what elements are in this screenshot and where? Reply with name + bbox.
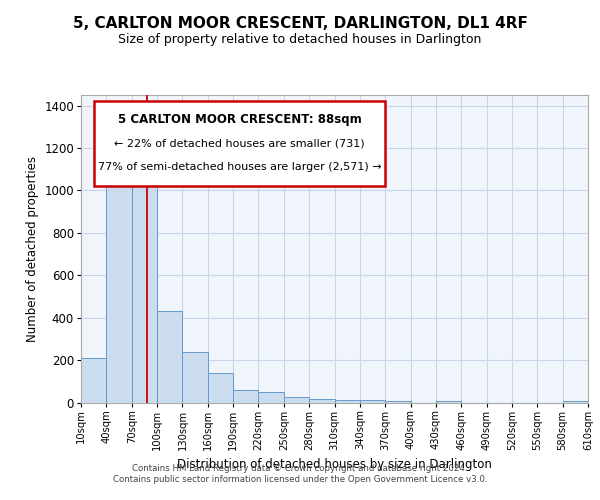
Text: 5 CARLTON MOOR CRESCENT: 88sqm: 5 CARLTON MOOR CRESCENT: 88sqm: [118, 114, 361, 126]
Bar: [284, 397, 309, 402]
Text: Contains HM Land Registry data © Crown copyright and database right 2024.: Contains HM Land Registry data © Crown c…: [132, 464, 468, 473]
FancyBboxPatch shape: [94, 101, 385, 186]
Y-axis label: Number of detached properties: Number of detached properties: [26, 156, 39, 342]
Bar: [157, 312, 182, 402]
Text: Size of property relative to detached houses in Darlington: Size of property relative to detached ho…: [118, 32, 482, 46]
Bar: [208, 373, 233, 402]
Bar: [259, 392, 284, 402]
Text: 77% of semi-detached houses are larger (2,571) →: 77% of semi-detached houses are larger (…: [98, 162, 381, 172]
Bar: [81, 358, 106, 403]
Bar: [436, 401, 461, 402]
Bar: [106, 165, 132, 402]
X-axis label: Distribution of detached houses by size in Darlington: Distribution of detached houses by size …: [177, 458, 492, 471]
Bar: [309, 398, 335, 402]
Bar: [233, 390, 259, 402]
Text: Contains public sector information licensed under the Open Government Licence v3: Contains public sector information licen…: [113, 475, 487, 484]
Bar: [335, 400, 360, 402]
Bar: [385, 401, 410, 402]
Bar: [360, 400, 385, 402]
Bar: [182, 352, 208, 403]
Text: ← 22% of detached houses are smaller (731): ← 22% of detached houses are smaller (73…: [114, 138, 365, 148]
Bar: [132, 170, 157, 402]
Text: 5, CARLTON MOOR CRESCENT, DARLINGTON, DL1 4RF: 5, CARLTON MOOR CRESCENT, DARLINGTON, DL…: [73, 16, 527, 31]
